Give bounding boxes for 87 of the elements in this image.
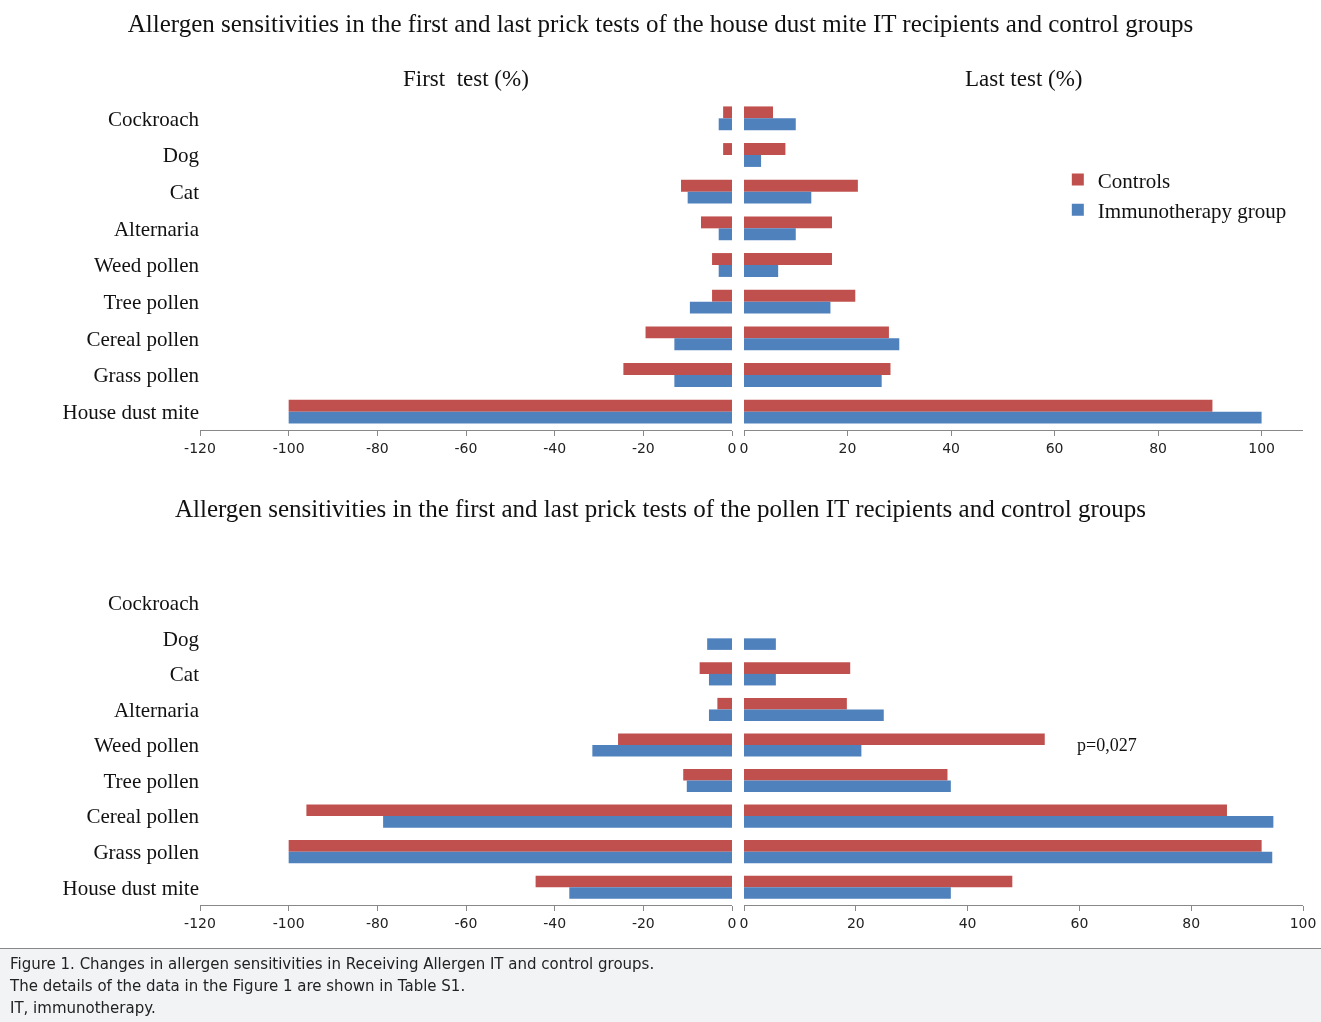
bar [744,363,891,375]
legend-label: Controls [1097,168,1171,193]
bar [744,709,884,721]
y-tick-label: Grass pollen [93,363,200,388]
x-tick-label: 100 [1248,439,1275,456]
y-tick-label: House dust mite [62,875,199,900]
bar [744,804,1227,817]
bar [744,228,796,241]
x-tick-label: 0 [739,439,749,456]
x-tick-label: -20 [631,439,655,456]
chart-subtitle: First test (%) [403,66,529,91]
x-tick-label: -80 [365,914,389,931]
bar [744,733,1045,745]
x-tick-label: -20 [631,914,655,931]
x-tick-label: 0 [727,914,737,931]
bar [744,106,773,119]
text: IT, immunotherapy. [10,998,157,1019]
y-tick-label: Alternaria [113,216,200,241]
y-tick-label: House dust mite [62,400,199,425]
y-tick-label: Grass pollen [93,840,200,865]
x-tick-label: 80 [1182,914,1201,931]
bar [744,399,1213,412]
bar [744,851,1273,864]
y-tick-label: Cat [169,662,200,687]
bar [744,638,776,650]
x-tick-label: -100 [272,914,305,931]
bar [744,191,812,204]
y-tick-label: Dog [162,143,200,168]
bar [744,143,786,155]
y-tick-label: Cockroach [108,591,200,616]
x-tick-label: -60 [454,914,478,931]
x-tick-label: 80 [1149,439,1167,456]
bar [744,338,900,351]
x-tick-label: 20 [838,439,857,456]
bar [744,289,856,302]
x-tick-label: -120 [184,914,216,931]
x-tick-label: 60 [1070,914,1089,931]
x-tick-label: -120 [184,439,216,456]
bar [744,769,948,781]
y-tick-label: Alternaria [113,697,200,722]
x-tick-label: 20 [846,914,865,931]
bar [744,265,779,277]
bar [744,216,832,229]
bar [744,326,889,339]
x-tick-label: -40 [543,439,567,456]
y-tick-label: Cereal pollen [86,804,200,829]
y-tick-label: Weed pollen [93,733,200,758]
x-tick-label: 60 [1045,439,1064,456]
bar [744,662,851,674]
x-tick-label: 100 [1289,914,1317,931]
x-tick-label: 0 [739,914,749,931]
bar [744,887,951,899]
x-tick-label: -60 [454,439,478,456]
bar [744,745,862,757]
bar [744,179,858,192]
bar [744,673,776,686]
y-tick-label: Tree pollen [103,290,200,315]
bar [744,840,1262,852]
x-tick-label: 40 [958,914,977,931]
bar [744,253,832,265]
y-tick-label: Cereal pollen [86,326,200,351]
chart-subtitle: Last test (%) [965,66,1083,91]
chart-title: Allergen sensitivities in the first and last prick tests of the pollen IT recipients and control groups [173,495,1148,523]
caption: Figure 1. Changes in allergen sensitivities in Receiving Allergen IT and control groups. [10,954,656,975]
annotation: p=0,027 [1077,735,1137,755]
x-tick-label: -100 [272,439,305,456]
legend-label: Immunotherapy group [1097,199,1287,224]
y-tick-label: Cockroach [108,106,200,131]
x-tick-label: 40 [942,439,960,456]
bar [744,875,1013,888]
x-tick-label: 0 [727,439,737,456]
bar [744,411,1262,424]
y-tick-label: Cat [169,180,200,205]
text: The details of the data in the Figure 1 are shown in Table S1. [10,976,467,997]
y-tick-label: Tree pollen [103,768,200,793]
bar [744,155,762,167]
bar [744,697,847,710]
bar [744,816,1274,828]
bar [744,375,882,387]
y-tick-label: Weed pollen [93,253,200,278]
bar [744,780,951,793]
x-tick-label: -40 [543,914,567,931]
chart-title: Allergen sensitivities in the first and last prick tests of the house dust mite IT recipients and control groups [126,10,1195,38]
bar [744,301,831,314]
bar [744,118,796,131]
y-tick-label: Dog [162,626,200,651]
x-tick-label: -80 [365,439,389,456]
